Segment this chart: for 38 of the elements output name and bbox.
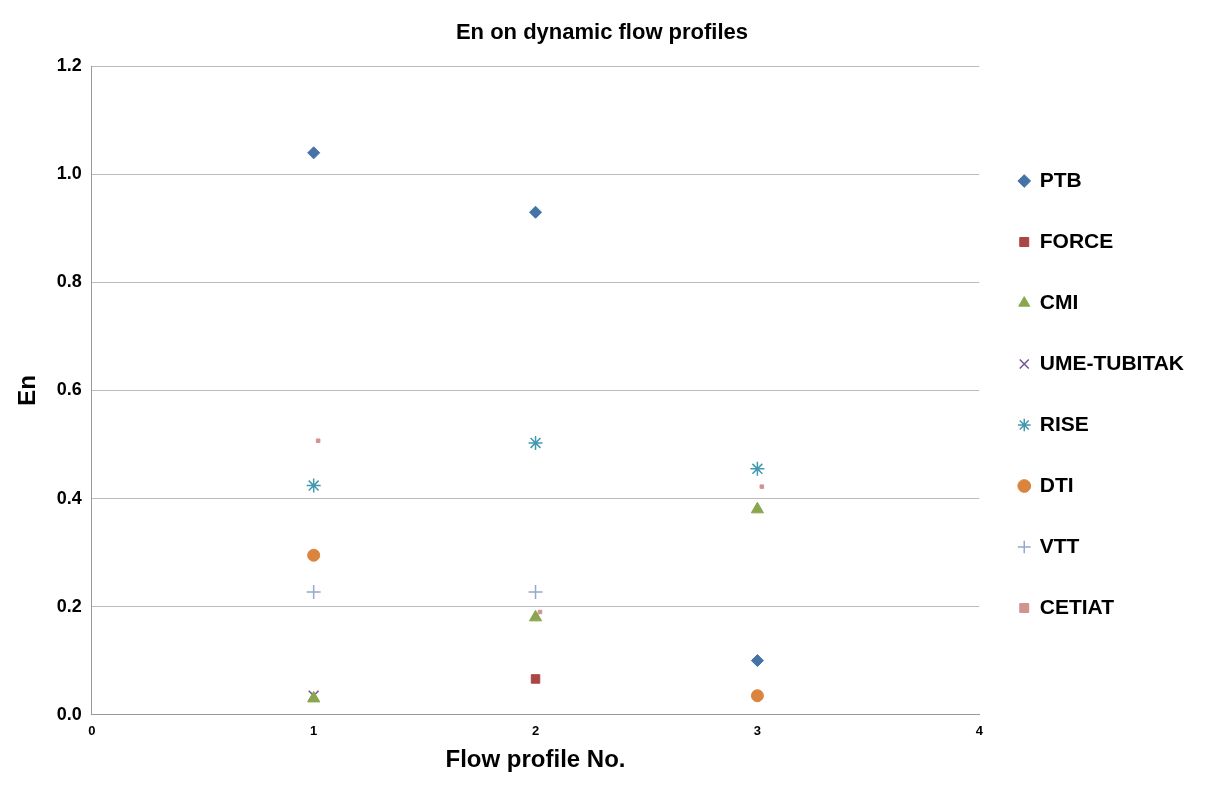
legend-label: PTB bbox=[1039, 167, 1082, 191]
point bbox=[305, 584, 322, 600]
point bbox=[530, 674, 541, 684]
point bbox=[750, 654, 764, 668]
legend-label: CETIAT bbox=[1039, 594, 1115, 618]
point bbox=[529, 205, 543, 219]
legend-label: CMI bbox=[1039, 289, 1079, 313]
y-tick-label: 1.2 bbox=[56, 55, 82, 76]
point bbox=[307, 548, 321, 562]
y-tick-label: 0.2 bbox=[56, 595, 82, 616]
y-tick-label: 0.0 bbox=[56, 703, 82, 724]
point bbox=[527, 435, 544, 451]
legend-label: VTT bbox=[1039, 533, 1080, 557]
point bbox=[750, 501, 764, 514]
point bbox=[759, 484, 765, 489]
x-tick-label: 3 bbox=[753, 722, 762, 738]
point bbox=[750, 689, 764, 703]
chart-title: En on dynamic flow profiles bbox=[455, 19, 749, 45]
point bbox=[528, 609, 543, 622]
legend-label: FORCE bbox=[1039, 228, 1114, 252]
x-tick-label: 0 bbox=[88, 722, 96, 738]
point bbox=[315, 438, 321, 443]
legend-label: UME-TUBITAK bbox=[1039, 350, 1185, 374]
x-tick-label: 1 bbox=[310, 722, 318, 738]
y-tick-label: 0.4 bbox=[56, 487, 82, 508]
point bbox=[749, 461, 766, 477]
x-tick-label: 4 bbox=[975, 722, 984, 738]
y-tick-label: 0.6 bbox=[56, 379, 82, 400]
x-axis-title: Flow profile No. bbox=[445, 745, 626, 773]
x-tick-label: 2 bbox=[531, 722, 540, 738]
point bbox=[527, 584, 544, 600]
y-tick-label: 0.8 bbox=[56, 271, 82, 292]
point bbox=[307, 146, 321, 160]
legend-label: DTI bbox=[1039, 472, 1074, 496]
y-axis-title: En bbox=[13, 375, 41, 406]
legend-label: RISE bbox=[1039, 411, 1089, 435]
y-tick-label: 1.0 bbox=[56, 163, 82, 184]
point bbox=[305, 477, 322, 494]
